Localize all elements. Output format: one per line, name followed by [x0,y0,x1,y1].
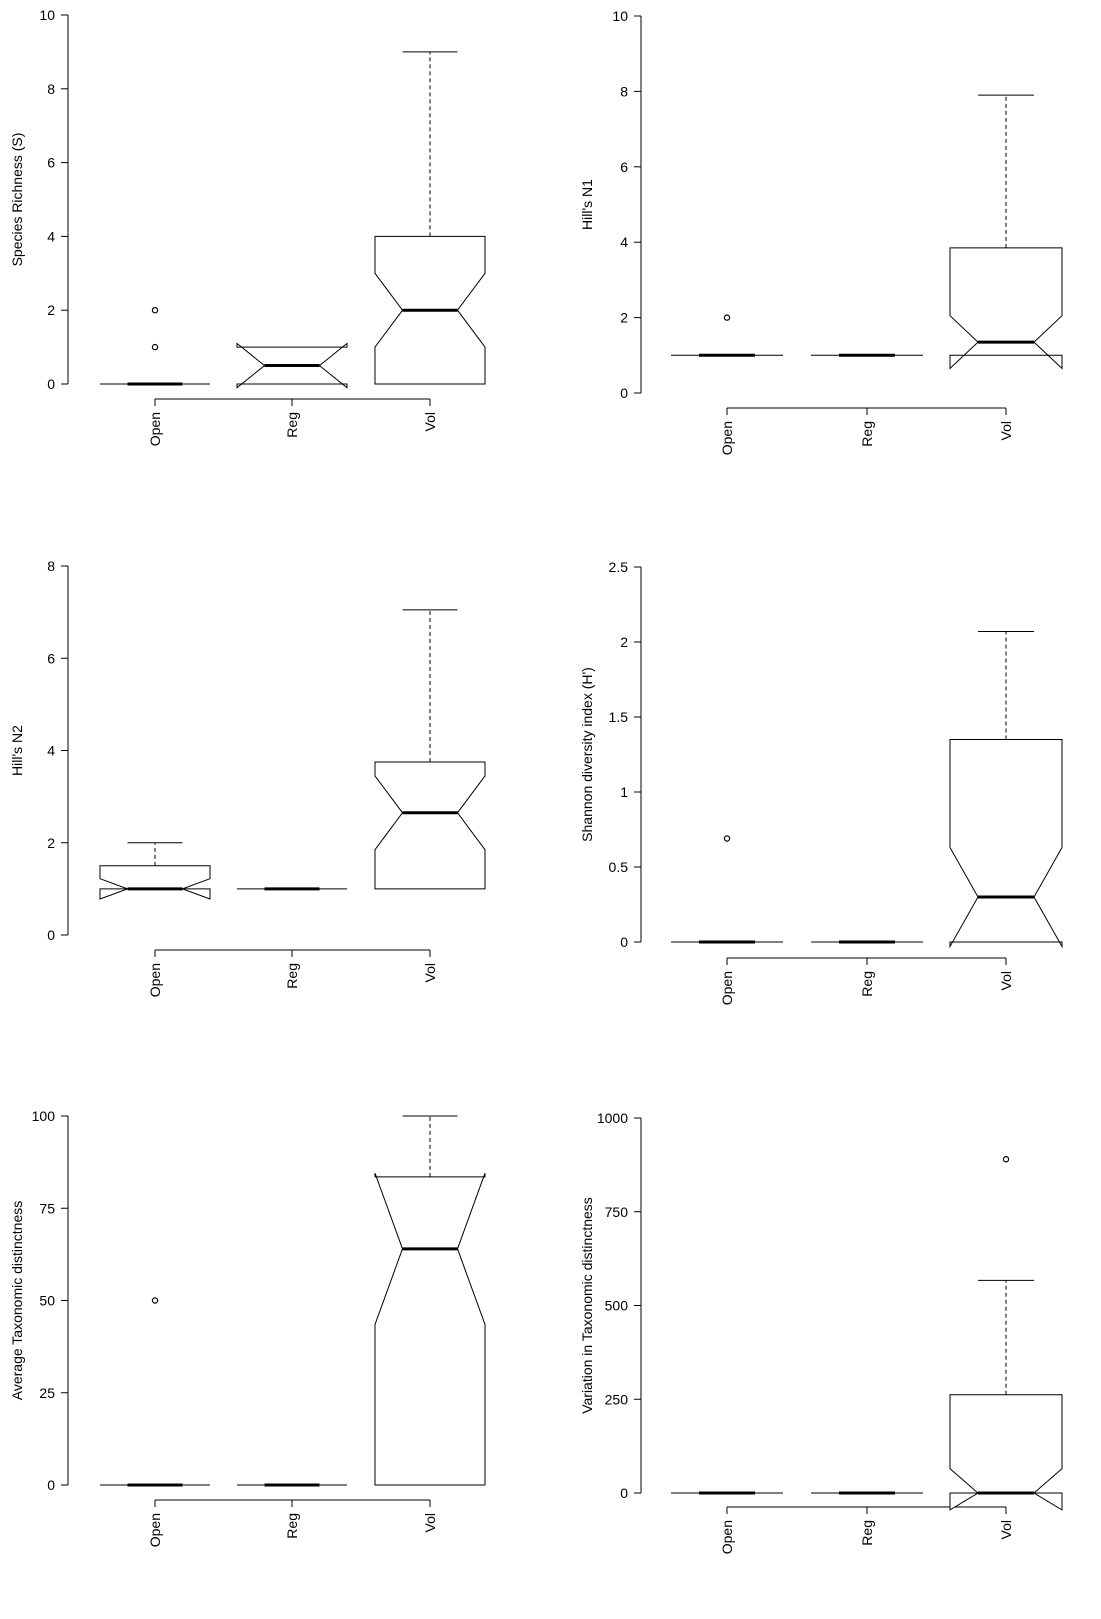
box-vol [374,51,486,385]
y-tick-label: 10 [612,8,628,24]
y-tick-label: 50 [39,1293,55,1309]
y-tick-label: 4 [47,743,55,759]
y-tick-label: 0 [47,376,55,392]
chart-panel-1: 0 2 4 6 8 10 Species Richness (S) Open Reg Vol [9,7,486,446]
y-tick-label: 1 [620,784,628,800]
box-vol [949,631,1063,949]
x-tick-label-reg: Reg [859,971,875,997]
x-tick-label-reg: Reg [859,421,875,447]
y-axis-label: Shannon diversity index (H') [579,667,595,842]
y-tick-label: 750 [605,1204,629,1220]
x-tick-label-reg: Reg [859,1520,875,1546]
x-tick-label-vol: Vol [998,421,1014,440]
y-tick-label: 0 [620,385,628,401]
box-body [374,1173,486,1486]
y-tick-label: 8 [620,83,628,99]
y-tick-label: 6 [620,159,628,175]
outlier-point [1002,1156,1010,1163]
box-vol [374,609,486,890]
outlier-point [723,314,731,321]
y-tick-label: 2 [47,835,55,851]
y-axis-label: Variation in Taxonomic distinctness [579,1197,595,1414]
box-open [100,307,210,386]
y-tick-label: 0 [47,1477,55,1493]
x-tick-label-vol: Vol [422,412,438,431]
chart-panel-2: 0 2 4 6 8 10 Hill's N1 Open Reg Vol [579,8,1063,455]
y-axis-label: Species Richness (S) [9,133,25,267]
x-tick-label-vol: Vol [422,963,438,982]
y-tick-label: 4 [620,234,628,250]
box-open [671,314,783,357]
y-tick-label: 0 [620,1485,628,1501]
y-tick-label: 75 [39,1200,55,1216]
chart-panel-3: 0 2 4 6 8 Hill's N2 Open Reg Vol [9,558,486,997]
y-tick-label: 6 [47,155,55,171]
outlier-point [151,307,159,314]
box-vol [949,94,1063,370]
x-tick-label-open: Open [147,1513,163,1547]
chart-panel-6: 0 250 500 750 1000 Variation in Taxonomic dis… [579,1110,1063,1554]
y-tick-label: 250 [605,1391,629,1407]
box-open [671,835,783,944]
x-tick-label-open: Open [147,963,163,997]
y-tick-label: 100 [32,1108,56,1124]
x-tick-label-vol: Vol [422,1513,438,1532]
x-tick-label-open: Open [719,1520,735,1554]
y-tick-label: 8 [47,81,55,97]
y-tick-label: 0 [620,934,628,950]
y-tick-label: 500 [605,1298,629,1314]
y-tick-label: 2 [620,310,628,326]
box-body [949,739,1063,949]
y-tick-label: 1000 [597,1110,628,1126]
y-axis-label: Average Taxonomic distinctness [9,1201,25,1400]
y-axis-label: Hill's N1 [579,179,595,230]
y-tick-label: 8 [47,558,55,574]
y-tick-label: 1.5 [609,709,629,725]
box-vol [374,1115,486,1486]
y-tick-label: 4 [47,228,55,244]
x-tick-label-vol: Vol [998,971,1014,990]
box-vol [949,1156,1063,1511]
y-tick-label: 6 [47,650,55,666]
y-tick-label: 2 [47,302,55,318]
x-tick-label-open: Open [719,971,735,1005]
box-body [949,1394,1063,1511]
y-tick-label: 2.5 [609,559,629,575]
x-tick-label-reg: Reg [284,963,300,989]
x-tick-label-open: Open [719,421,735,455]
chart-panel-5: 0 25 50 75 100 Average Taxonomic distinctness… [9,1108,486,1547]
y-tick-label: 0 [47,927,55,943]
box-body [949,247,1063,370]
outlier-point [723,835,731,842]
y-tick-label: 2 [620,634,628,650]
box-open [99,842,211,900]
x-tick-label-open: Open [147,412,163,446]
x-tick-label-reg: Reg [284,1513,300,1539]
y-tick-label: 0.5 [609,859,629,875]
box-reg [236,342,348,389]
box-body [99,865,211,900]
x-tick-label-vol: Vol [998,1520,1014,1539]
x-tick-label-reg: Reg [284,412,300,438]
y-tick-label: 10 [39,7,55,23]
box-body [374,761,486,890]
chart-panel-4: 0 0.5 1 1.5 2 2.5 Shannon diversity index (H')… [579,559,1063,1005]
box-open [100,1297,210,1487]
outlier-point [151,343,159,351]
y-tick-label: 25 [39,1385,55,1401]
outlier-point [151,1297,159,1304]
y-axis-label: Hill's N2 [9,725,25,776]
